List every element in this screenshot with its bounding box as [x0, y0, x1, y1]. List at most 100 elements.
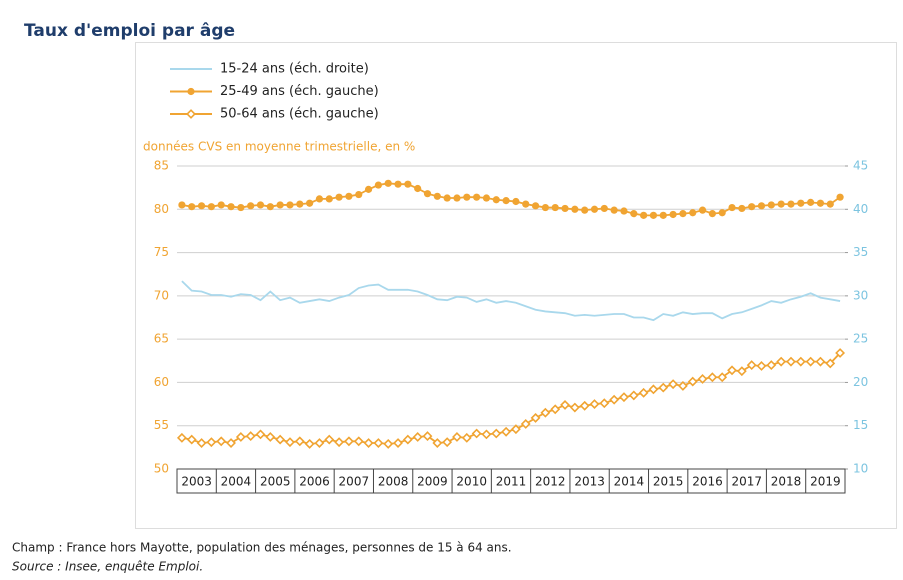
marker — [698, 206, 707, 214]
marker — [687, 376, 698, 387]
marker — [306, 199, 314, 207]
marker — [581, 206, 589, 214]
marker — [245, 431, 256, 442]
marker — [481, 429, 492, 440]
marker — [492, 196, 500, 204]
marker — [275, 434, 286, 445]
legend-label: 50-64 ans (éch. gauche) — [220, 107, 379, 122]
marker — [286, 201, 294, 209]
marker — [707, 372, 718, 383]
y-tick-label: 65 — [154, 332, 169, 346]
marker — [461, 432, 472, 443]
y-tick-label: 50 — [154, 462, 169, 476]
marker — [767, 201, 775, 209]
y-tick-label: 70 — [154, 288, 169, 302]
marker — [807, 198, 815, 206]
marker — [334, 437, 345, 448]
marker — [816, 199, 825, 207]
marker — [835, 348, 846, 358]
marker — [384, 179, 392, 187]
marker — [638, 387, 649, 398]
chart-title: Taux d'emploi par âge — [24, 21, 235, 41]
x-tick-label: 2017 — [731, 475, 762, 489]
marker — [422, 431, 433, 442]
marker — [502, 197, 510, 205]
marker — [689, 209, 697, 217]
y2-tick-label: 30 — [853, 288, 868, 302]
marker — [207, 203, 215, 211]
marker — [473, 193, 481, 201]
marker — [787, 200, 795, 208]
marker — [314, 438, 325, 448]
marker — [345, 192, 353, 200]
legend-marker — [187, 87, 195, 96]
source: Source : Insee, enquête Emploi. — [12, 560, 203, 574]
legend-label: 25-49 ans (éch. gauche) — [220, 84, 379, 99]
marker — [237, 203, 245, 212]
marker — [404, 180, 412, 188]
marker — [619, 392, 629, 403]
marker — [836, 193, 844, 201]
marker — [247, 202, 255, 210]
x-tick-label: 2010 — [456, 475, 487, 489]
marker — [599, 398, 610, 409]
marker — [315, 195, 324, 203]
marker — [197, 202, 206, 210]
marker — [217, 201, 225, 209]
marker — [668, 379, 679, 390]
marker — [826, 200, 834, 208]
x-tick-label: 2015 — [653, 475, 684, 489]
marker — [649, 211, 658, 219]
chart-frame — [135, 42, 897, 529]
marker — [227, 203, 235, 211]
marker — [324, 434, 335, 445]
marker — [697, 374, 708, 384]
x-tick-label: 2007 — [339, 475, 370, 489]
marker — [452, 432, 462, 442]
note: Champ : France hors Mayotte, population … — [12, 541, 512, 555]
marker — [402, 434, 413, 445]
marker — [579, 400, 590, 411]
y2-tick-label: 25 — [853, 332, 868, 346]
x-tick-label: 2014 — [614, 475, 645, 489]
marker — [776, 356, 787, 367]
marker — [394, 180, 402, 188]
marker — [736, 366, 747, 377]
y2-tick-label: 10 — [853, 462, 868, 476]
y-tick-label: 85 — [154, 159, 169, 173]
marker — [717, 372, 728, 383]
marker — [196, 438, 207, 448]
marker — [522, 200, 530, 208]
marker — [727, 365, 737, 376]
marker — [442, 437, 453, 448]
marker — [265, 432, 276, 442]
marker — [353, 436, 364, 447]
marker — [256, 201, 265, 209]
marker — [296, 200, 304, 208]
marker — [708, 210, 716, 218]
marker — [443, 194, 451, 202]
marker — [188, 203, 196, 211]
x-tick-label: 2019 — [810, 475, 841, 489]
marker — [797, 199, 805, 207]
marker — [748, 203, 756, 211]
marker — [374, 181, 382, 189]
marker — [178, 201, 186, 209]
y-axis-label: données CVS en moyenne trimestrielle, en… — [143, 140, 415, 154]
marker — [677, 380, 688, 391]
legend-label: 15-24 ans (éch. droite) — [220, 62, 369, 77]
x-tick-label: 2006 — [299, 475, 330, 489]
marker — [561, 204, 569, 213]
marker — [658, 382, 669, 393]
marker — [590, 205, 599, 213]
y2-tick-label: 15 — [853, 418, 868, 432]
marker — [679, 210, 687, 218]
y-tick-label: 60 — [154, 375, 169, 389]
marker — [738, 204, 746, 213]
marker — [640, 211, 648, 219]
marker — [540, 407, 551, 418]
x-tick-label: 2004 — [221, 475, 252, 489]
y2-tick-label: 40 — [853, 202, 868, 216]
y-tick-label: 75 — [154, 245, 169, 259]
marker — [825, 358, 836, 369]
